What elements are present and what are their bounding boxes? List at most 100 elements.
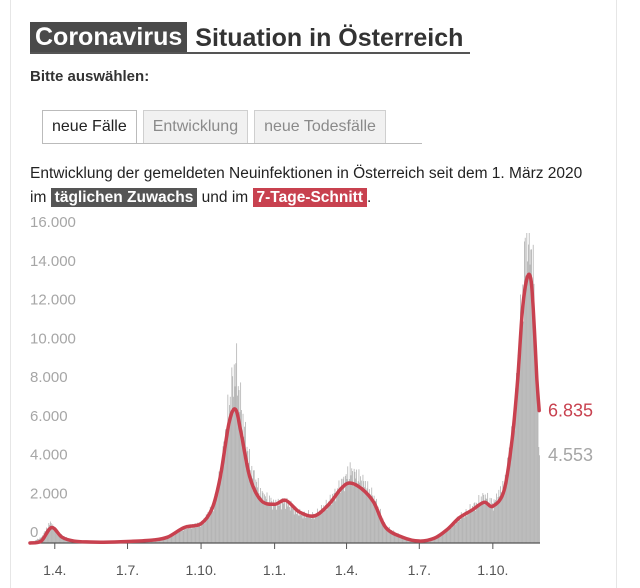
bar — [295, 506, 297, 543]
bar — [249, 448, 250, 543]
bar — [197, 525, 199, 543]
bar — [280, 504, 281, 543]
x-tick-label: 1.7. — [116, 562, 139, 578]
bar — [517, 354, 519, 543]
bar — [532, 244, 534, 544]
bar — [358, 469, 360, 543]
bar — [209, 506, 211, 543]
bar — [482, 493, 484, 543]
bar — [202, 521, 204, 543]
bar — [336, 488, 338, 543]
bar — [476, 502, 477, 543]
bar — [453, 524, 455, 543]
bar — [269, 495, 270, 543]
bar — [335, 501, 337, 543]
bar — [499, 496, 501, 543]
bar — [481, 502, 483, 543]
bar — [448, 526, 449, 543]
bar — [489, 497, 491, 543]
y-tick-label: 16.000 — [30, 214, 76, 231]
bar — [275, 499, 277, 543]
bar — [533, 283, 535, 543]
bar — [469, 504, 471, 543]
bar — [167, 538, 169, 543]
bar — [359, 482, 361, 543]
bar — [513, 410, 515, 543]
bar — [321, 508, 323, 543]
bar — [380, 516, 382, 543]
bar — [157, 539, 159, 543]
bar — [490, 504, 492, 543]
y-tick-label: 12.000 — [30, 292, 76, 309]
bar — [470, 510, 472, 543]
bar — [460, 512, 462, 543]
bar — [520, 294, 521, 543]
bar — [442, 534, 444, 543]
header: Coronavirus Situation in Österreich — [30, 22, 463, 53]
bar — [438, 535, 440, 543]
bar — [161, 538, 163, 543]
bar — [241, 410, 242, 543]
bar — [243, 436, 245, 543]
bar — [268, 502, 270, 543]
bar — [354, 471, 356, 543]
bar — [508, 447, 510, 543]
bar — [318, 513, 320, 543]
bar — [235, 363, 237, 543]
bar — [296, 510, 298, 543]
bar — [296, 514, 297, 543]
bar — [204, 523, 206, 543]
bar — [220, 475, 222, 543]
bar — [169, 537, 171, 543]
bar — [306, 516, 308, 543]
bar — [348, 479, 350, 543]
bar — [473, 503, 475, 543]
bar — [399, 535, 401, 543]
bar — [351, 468, 353, 543]
bar — [401, 535, 403, 543]
bar — [320, 513, 321, 543]
bar — [51, 528, 53, 543]
x-tick-label: 1.7. — [408, 562, 431, 578]
bar — [511, 426, 513, 543]
bar — [480, 503, 481, 543]
bar — [227, 394, 229, 543]
bar — [443, 530, 445, 543]
bar — [492, 510, 494, 543]
bar — [182, 530, 184, 543]
bar — [529, 264, 531, 543]
bar — [320, 504, 322, 543]
bar — [291, 507, 293, 543]
bar — [495, 499, 497, 543]
bar — [339, 490, 341, 543]
bar — [193, 525, 195, 543]
bar — [210, 510, 212, 543]
bar — [365, 494, 367, 543]
bar — [539, 455, 540, 543]
bar — [437, 536, 439, 543]
bar — [197, 522, 198, 543]
bar — [475, 510, 477, 543]
bar — [494, 501, 496, 543]
tab-neue-todesfaelle[interactable]: neue Todesfälle — [254, 110, 386, 144]
bar — [231, 367, 233, 543]
bar — [57, 533, 59, 543]
bar — [165, 538, 167, 543]
tab-neue-faelle[interactable]: neue Fälle — [42, 110, 137, 144]
bar — [501, 497, 503, 543]
bar — [396, 533, 397, 543]
bar — [258, 493, 260, 543]
bar — [463, 513, 465, 543]
bar — [256, 481, 258, 543]
bar — [262, 492, 264, 543]
bar — [317, 516, 319, 543]
bar — [245, 421, 246, 543]
bar — [347, 466, 349, 543]
bar — [507, 457, 509, 543]
header-kicker: Coronavirus — [30, 22, 188, 53]
bar — [287, 506, 289, 543]
bar — [393, 531, 395, 543]
description-text-1: Entwicklung der gemeldeten Neuinfektione… — [30, 165, 583, 206]
bar — [203, 518, 205, 543]
bar — [206, 517, 208, 543]
